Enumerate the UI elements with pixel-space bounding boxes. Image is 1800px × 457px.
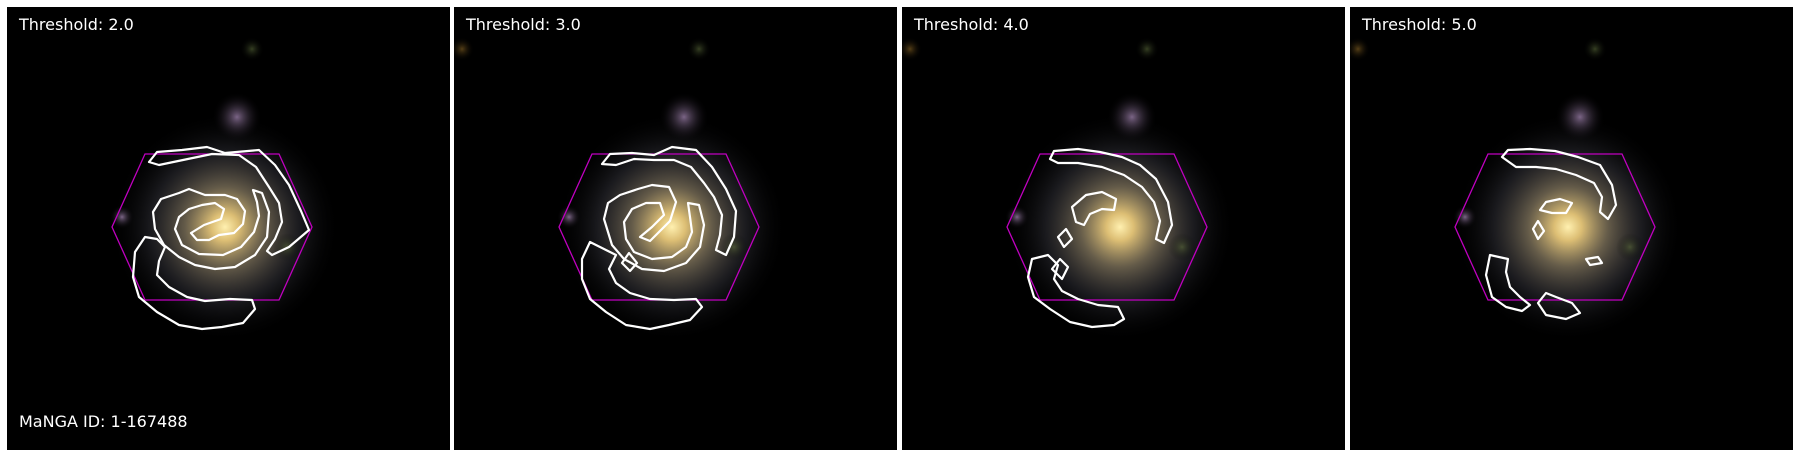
ifu-hexagon xyxy=(1454,153,1656,301)
threshold-label: Threshold: 5.0 xyxy=(1362,15,1477,34)
threshold-panel-2: Threshold: 3.0 xyxy=(454,7,897,450)
manga-id-label: MaNGA ID: 1-167488 xyxy=(19,412,188,431)
ifu-hexagon xyxy=(558,153,760,301)
spiral-contour xyxy=(580,145,738,331)
galaxy-image xyxy=(1350,7,1793,450)
threshold-label: Threshold: 3.0 xyxy=(466,15,581,34)
threshold-panel-4: Threshold: 5.0 xyxy=(1350,7,1793,450)
spiral-contour xyxy=(1484,147,1618,321)
ifu-hexagon xyxy=(1006,153,1208,301)
galaxy-image xyxy=(902,7,1345,450)
threshold-label: Threshold: 2.0 xyxy=(19,15,134,34)
threshold-label: Threshold: 4.0 xyxy=(914,15,1029,34)
spiral-contour xyxy=(131,145,311,331)
spiral-contour xyxy=(1026,147,1174,329)
threshold-panel-3: Threshold: 4.0 xyxy=(902,7,1345,450)
threshold-panel-1: Threshold: 2.0 MaNGA ID: 1-167488 xyxy=(7,7,450,450)
galaxy-image xyxy=(7,7,450,450)
ifu-hexagon xyxy=(111,153,313,301)
galaxy-image xyxy=(454,7,897,450)
